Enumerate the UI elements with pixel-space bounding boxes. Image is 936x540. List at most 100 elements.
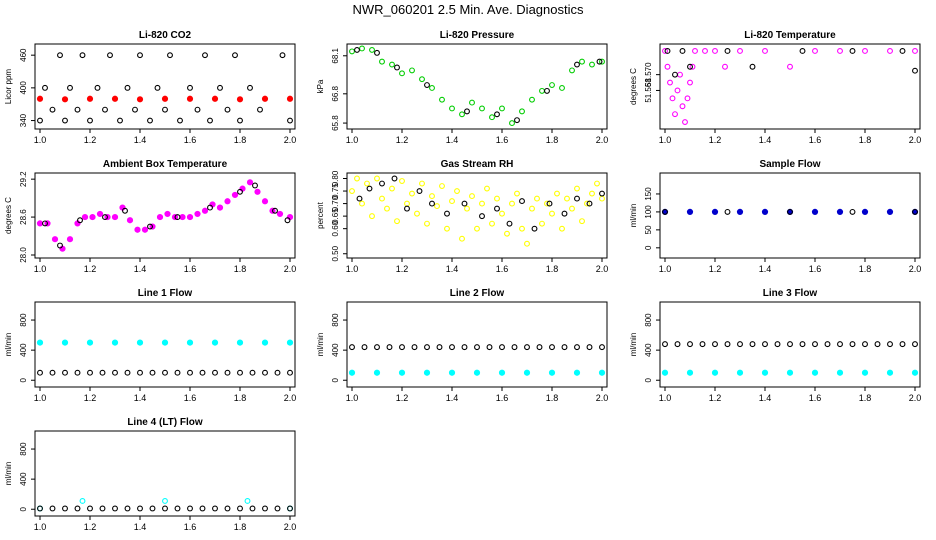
- data-point: [573, 369, 581, 376]
- data-point: [107, 52, 113, 59]
- x-tick-label: 1.8: [234, 393, 247, 403]
- chart-title: Li-820 Pressure: [440, 30, 515, 41]
- plot-frame: [659, 43, 921, 130]
- x-tick-label: 1.0: [659, 393, 672, 403]
- data-point: [473, 369, 481, 376]
- data-point: [574, 344, 580, 351]
- data-point: [236, 339, 244, 346]
- data-point: [664, 63, 671, 70]
- data-point: [356, 195, 363, 202]
- x-tick-label: 1.8: [859, 135, 872, 145]
- data-point: [67, 84, 73, 91]
- chart-title: Line 4 (LT) Flow: [127, 417, 203, 428]
- data-point: [849, 208, 856, 215]
- plot-frame: [659, 301, 921, 388]
- y-tick-label: 28.6: [19, 209, 28, 225]
- data-point: [737, 341, 743, 348]
- data-point: [359, 200, 365, 207]
- data-point: [799, 341, 806, 348]
- data-point: [799, 47, 806, 54]
- data-point: [36, 95, 44, 102]
- data-point: [586, 200, 593, 207]
- y-tick-label: 0: [644, 377, 653, 382]
- data-point: [194, 210, 201, 218]
- data-point: [469, 99, 475, 106]
- data-point: [711, 208, 719, 216]
- data-point: [494, 195, 500, 202]
- data-point: [874, 341, 881, 348]
- data-point: [439, 183, 445, 189]
- data-point: [762, 47, 768, 54]
- data-point: [112, 369, 118, 376]
- data-point: [534, 195, 540, 202]
- data-point: [524, 344, 530, 351]
- y-axis-label: ml/min: [629, 333, 638, 357]
- data-point: [454, 188, 460, 194]
- data-point: [389, 185, 395, 192]
- y-tick-label: 100: [644, 205, 653, 219]
- data-point: [499, 105, 505, 112]
- data-point: [207, 117, 213, 124]
- x-tick-label: 1.8: [234, 135, 247, 145]
- data-point: [569, 67, 575, 74]
- data-point: [499, 344, 505, 351]
- chart-title: Li-820 CO2: [139, 30, 192, 41]
- data-point: [62, 117, 68, 124]
- data-point: [787, 63, 793, 70]
- data-point: [599, 195, 605, 202]
- data-point: [237, 369, 243, 376]
- data-point: [667, 79, 673, 86]
- data-point: [736, 369, 744, 376]
- x-tick-label: 1.2: [396, 393, 409, 403]
- data-point: [42, 220, 48, 227]
- data-point: [49, 106, 56, 113]
- plot-frame: [659, 172, 921, 259]
- data-point: [287, 505, 293, 512]
- x-tick-label: 1.6: [184, 135, 197, 145]
- data-point: [124, 505, 131, 512]
- data-point: [548, 369, 556, 376]
- data-point: [662, 47, 668, 54]
- data-point: [461, 200, 468, 207]
- data-point: [479, 105, 485, 112]
- data-point: [389, 61, 395, 68]
- x-tick-label: 1.4: [134, 135, 147, 145]
- data-point: [134, 226, 141, 233]
- data-point: [549, 82, 555, 88]
- chart-title: Sample Flow: [759, 159, 820, 170]
- x-tick-label: 1.0: [346, 393, 359, 403]
- data-point: [249, 505, 256, 512]
- data-point: [459, 235, 465, 242]
- data-point: [837, 47, 843, 54]
- data-point: [89, 213, 96, 221]
- x-tick-label: 1.8: [859, 264, 872, 274]
- data-point: [499, 210, 505, 217]
- data-point: [712, 47, 718, 54]
- data-point: [812, 47, 818, 54]
- x-tick-label: 2.0: [284, 522, 297, 532]
- data-point: [599, 58, 605, 65]
- data-point: [662, 341, 668, 348]
- data-point: [519, 225, 525, 232]
- data-point: [212, 369, 218, 376]
- y-axis-label: ml/min: [4, 462, 13, 486]
- data-point: [886, 208, 894, 216]
- data-point: [564, 195, 570, 202]
- data-point: [687, 63, 693, 70]
- data-point: [274, 505, 281, 512]
- data-point: [661, 369, 669, 376]
- data-point: [687, 341, 693, 348]
- data-point: [536, 344, 543, 351]
- data-point: [286, 339, 294, 346]
- data-point: [523, 369, 531, 376]
- data-point: [374, 175, 380, 182]
- data-point: [87, 505, 93, 512]
- data-point: [664, 47, 671, 54]
- x-tick-label: 1.2: [84, 135, 97, 145]
- y-tick-label: 150: [644, 187, 653, 201]
- data-point: [49, 369, 56, 376]
- data-point: [474, 344, 480, 351]
- data-point: [249, 369, 256, 376]
- data-point: [702, 47, 708, 54]
- data-point: [596, 58, 603, 65]
